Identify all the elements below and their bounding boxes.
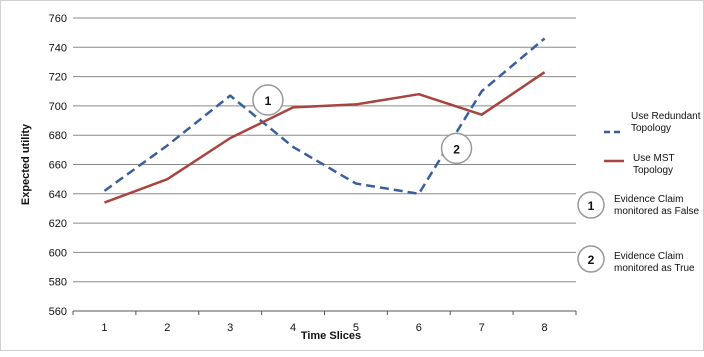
y-tick-label: 620: [49, 218, 67, 230]
annotation-marker-2: [440, 132, 473, 165]
y-tick-label: 600: [49, 247, 67, 259]
x-tick-label: 1: [101, 322, 107, 334]
series-line-2: [104, 71, 546, 204]
x-tick-label: 5: [353, 322, 359, 334]
x-axis-title: Time Slices: [301, 330, 361, 342]
y-tick-label: 560: [49, 306, 67, 318]
y-tick-label: 640: [49, 189, 67, 201]
legend-annotation-marker-2: [577, 245, 605, 273]
annotation-marker-1: [252, 84, 284, 116]
y-tick-label: 700: [49, 101, 67, 113]
x-tick-label: 3: [227, 322, 233, 334]
legend-annotation-number: 2: [588, 253, 595, 267]
series-line-1: [103, 37, 546, 196]
annotation-marker-number: 2: [453, 142, 460, 156]
y-tick-label: 660: [49, 160, 67, 172]
y-tick-label: 720: [49, 72, 67, 84]
x-tick-label: 4: [290, 322, 296, 334]
y-tick-label: 740: [49, 42, 67, 54]
y-tick-label: 580: [49, 277, 67, 289]
y-axis-title: Expected utility: [20, 123, 32, 205]
legend-label: Use Redundant Topology: [631, 111, 701, 134]
legend-annotation-number: 1: [588, 199, 595, 213]
legend-annotation-text: Evidence Claim monitored as True: [614, 251, 695, 274]
annotation-marker-number: 1: [265, 94, 272, 108]
x-tick-label: 8: [542, 322, 548, 334]
y-tick-label: 680: [49, 130, 67, 142]
legend-annotation-text: Evidence Claim monitored as False: [614, 194, 699, 217]
legend-label: Use MST Topology: [633, 153, 675, 176]
legend-annotation-marker-1: [577, 191, 605, 219]
x-tick-label: 2: [164, 322, 170, 334]
x-tick-label: 6: [416, 322, 422, 334]
y-tick-label: 760: [49, 13, 67, 25]
x-tick-label: 7: [479, 322, 485, 334]
